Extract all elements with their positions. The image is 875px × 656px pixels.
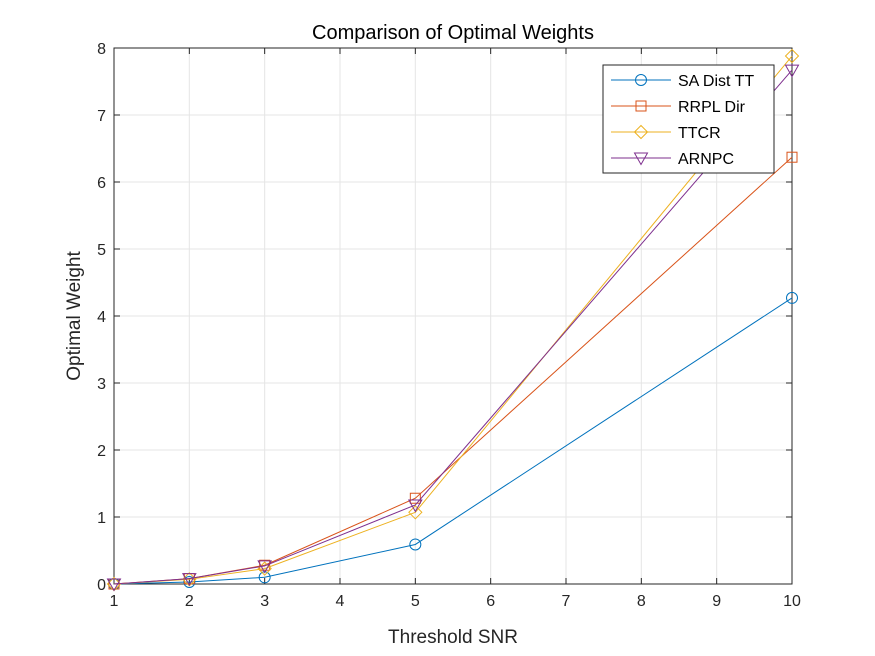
y-tick-label: 2 xyxy=(97,443,106,460)
legend-marker xyxy=(633,152,649,166)
data-point xyxy=(259,559,271,571)
x-tick-label: 5 xyxy=(411,593,420,610)
legend-item: ARNPC xyxy=(611,151,734,168)
legend-label: TTCR xyxy=(678,125,721,142)
x-axis-title: Threshold SNR xyxy=(388,627,518,648)
legend: SA Dist TT RRPL Dir TTCR ARNPC xyxy=(602,64,775,174)
chart-title: Comparison of Optimal Weights xyxy=(312,22,594,44)
data-point xyxy=(786,291,798,304)
data-point xyxy=(784,48,800,64)
legend-item: RRPL Dir xyxy=(611,99,746,116)
y-tick-label: 0 xyxy=(97,577,106,594)
legend-marker xyxy=(635,74,647,86)
legend-item: SA Dist TT xyxy=(611,73,754,90)
data-point xyxy=(784,64,800,78)
y-tick-label: 5 xyxy=(97,242,106,259)
legend-box xyxy=(602,64,775,174)
x-tick-label: 1 xyxy=(110,593,119,610)
data-point xyxy=(407,499,423,513)
y-axis-title: Optimal Weight xyxy=(64,251,85,381)
y-tick-label: 3 xyxy=(97,376,106,393)
legend-marker xyxy=(635,100,647,112)
x-tick-label: 3 xyxy=(260,593,269,610)
y-tick-label: 6 xyxy=(97,175,106,192)
data-point xyxy=(786,151,798,163)
series-3 xyxy=(106,64,800,592)
data-point xyxy=(257,560,273,574)
data-point xyxy=(409,538,422,551)
x-tick-label: 4 xyxy=(336,593,345,610)
legend-label: RRPL Dir xyxy=(678,99,746,116)
x-tick-label: 10 xyxy=(783,593,801,610)
legend-item: TTCR xyxy=(611,124,721,142)
x-tick-label: 2 xyxy=(185,593,194,610)
y-tick-label: 8 xyxy=(97,41,106,58)
legend-label: ARNPC xyxy=(678,151,734,168)
x-tick-label: 7 xyxy=(562,593,571,610)
legend-marker xyxy=(633,124,649,140)
data-point xyxy=(106,578,122,592)
series-line xyxy=(113,297,793,585)
series-line xyxy=(113,69,793,585)
legend-label: SA Dist TT xyxy=(678,73,754,90)
series-layer xyxy=(106,48,800,592)
y-tick-label: 1 xyxy=(97,510,106,527)
data-point xyxy=(409,492,421,504)
x-tick-label: 8 xyxy=(637,593,646,610)
x-tick-label: 6 xyxy=(486,593,495,610)
data-point xyxy=(181,573,197,587)
x-tick-label: 9 xyxy=(712,593,721,610)
data-point xyxy=(408,505,423,520)
y-tick-label: 4 xyxy=(97,309,106,326)
y-tick-label: 7 xyxy=(97,108,106,125)
